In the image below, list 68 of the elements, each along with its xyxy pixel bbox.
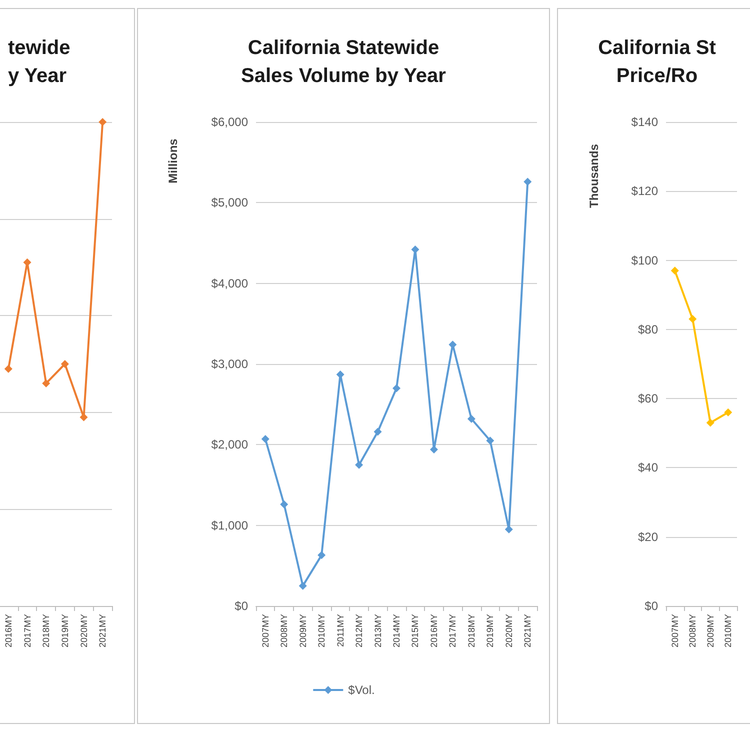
chart-title: tewide y Year <box>8 37 70 87</box>
legend-label: $Vol. <box>348 683 375 697</box>
x-tick-label: 2019MY <box>60 614 70 648</box>
y-tick-label: $0 <box>644 599 658 613</box>
x-tick-label: 2016MY <box>3 614 14 648</box>
x-tick-label: 2016MY <box>428 614 439 648</box>
y-tick-label: $1,000 <box>211 518 248 532</box>
y-tick-label: $60 <box>638 392 658 406</box>
point <box>336 370 344 378</box>
x-tick-label: 2020MY <box>78 614 89 648</box>
x-tick-label: 2008MY <box>279 614 290 648</box>
x-tick-label: 2009MY <box>298 614 308 648</box>
x-tick-label: 2007MY <box>670 614 680 648</box>
x-tick-label: 2013MY <box>372 614 383 648</box>
x-tick-label: 2010MY <box>723 614 734 648</box>
point <box>411 245 420 254</box>
y-tick-label: $3,000 <box>211 357 248 371</box>
y-tick-label: $6,000 <box>211 115 248 129</box>
point <box>374 428 382 436</box>
x-tick-label: 2021MY <box>98 614 108 648</box>
y-tick-label: $140 <box>631 115 658 129</box>
point <box>486 436 494 445</box>
point <box>467 414 476 423</box>
point <box>688 315 697 324</box>
point <box>430 446 438 454</box>
point <box>261 435 270 444</box>
x-tick-label: 2009MY <box>705 614 716 648</box>
y-tick-label: $40 <box>638 460 658 475</box>
point <box>80 413 88 422</box>
point <box>42 379 50 388</box>
x-tick-label: 2018MY <box>41 614 52 648</box>
y-tick-label: $80 <box>638 322 658 336</box>
x-tick-label: 2018MY <box>466 614 476 648</box>
x-tick-label: 2010MY <box>316 614 327 648</box>
x-tick-label: 2017MY <box>22 614 32 648</box>
point <box>524 178 532 186</box>
y-tick-label: $5,000 <box>211 196 248 210</box>
y-axis-title: Thousands <box>587 144 601 208</box>
y-tick-label: $20 <box>638 530 658 544</box>
point <box>280 500 288 508</box>
x-tick-label: 2015MY <box>410 614 420 648</box>
x-tick-label: 2007MY <box>260 614 270 648</box>
x-tick-label: 2014MY <box>392 614 402 648</box>
y-tick-label: $100 <box>631 253 658 268</box>
point <box>392 384 400 392</box>
point <box>355 460 364 469</box>
point <box>98 118 107 126</box>
point <box>298 582 307 590</box>
y-tick-label: $0 <box>234 599 248 613</box>
y-tick-label: $4,000 <box>211 276 248 290</box>
point <box>706 418 714 427</box>
chart-title: California Statewide Sales Volume by Year <box>241 37 446 87</box>
x-tick-label: 2008MY <box>688 614 698 648</box>
x-tick-label: 2017MY <box>448 614 458 648</box>
chart-title: California St Price/Ro <box>598 37 716 87</box>
y-tick-label: $120 <box>631 184 658 198</box>
x-tick-label: 2011MY <box>335 614 346 647</box>
y-axis-title: Millions <box>166 138 180 184</box>
point <box>724 408 732 416</box>
point <box>4 364 12 373</box>
point <box>60 360 69 368</box>
x-tick-label: 2012MY <box>354 614 364 648</box>
x-tick-label: 2019MY <box>485 614 496 648</box>
y-tick-label: $2,000 <box>211 438 248 452</box>
x-tick-label: 2020MY <box>504 614 514 648</box>
point <box>318 551 326 560</box>
point <box>670 266 679 275</box>
x-tick-label: 2021MY <box>522 614 533 648</box>
